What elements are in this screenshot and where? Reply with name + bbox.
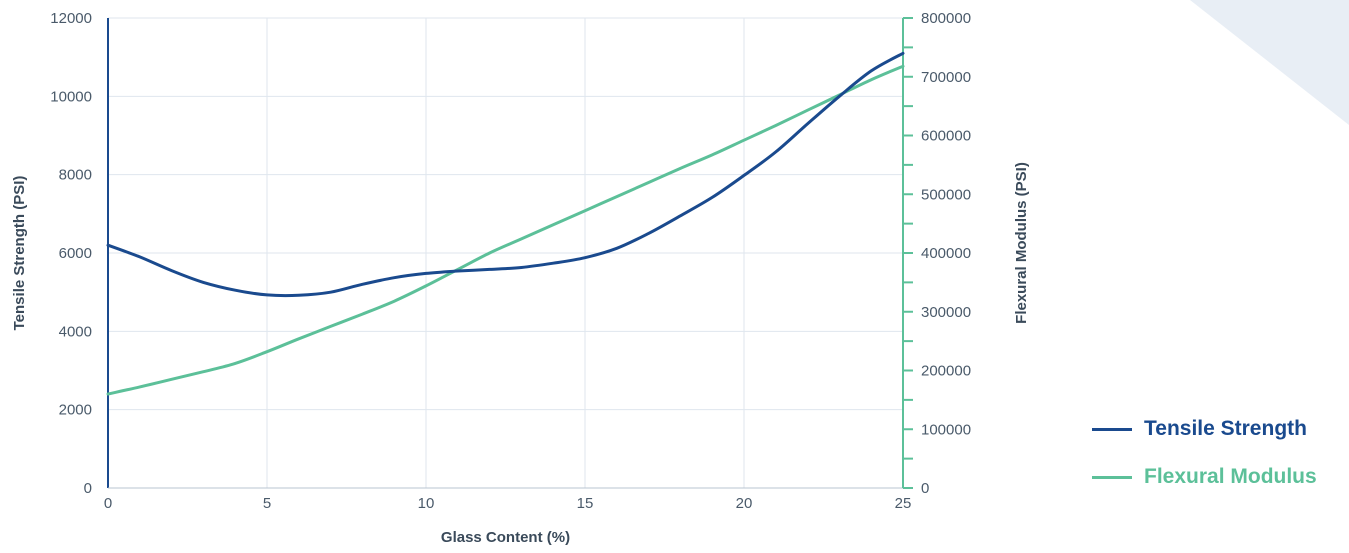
legend: Tensile Strength Flexural Modulus <box>1092 405 1317 501</box>
x-tick-label: 10 <box>418 495 435 512</box>
y2-tick-label: 600000 <box>921 128 971 145</box>
y2-tick-label: 100000 <box>921 421 971 438</box>
y-tick-label: 8000 <box>59 167 92 184</box>
background-decoration <box>1190 0 1349 125</box>
legend-item-flexural-modulus: Flexural Modulus <box>1092 453 1317 501</box>
legend-swatch-tensile-strength <box>1092 427 1132 431</box>
y-tick-label: 4000 <box>59 323 92 340</box>
y2-tick-label: 400000 <box>921 245 971 262</box>
y-tick-label: 0 <box>84 480 92 497</box>
y-tick-label: 6000 <box>59 245 92 262</box>
legend-label-flexural-modulus: Flexural Modulus <box>1144 465 1317 488</box>
series-line-flexural-modulus <box>106 64 905 396</box>
grid <box>108 17 903 488</box>
y-axis-title: Tensile Strength (PSI) <box>11 176 28 331</box>
legend-item-tensile-strength: Tensile Strength <box>1092 405 1317 453</box>
x-tick-label: 5 <box>263 495 271 512</box>
x-tick-label: 15 <box>577 495 594 512</box>
axes: 0 5 10 15 20 25 0 2000 4000 6000 8000 10000 12000 0 10… <box>50 10 971 512</box>
y2-tick-label: 500000 <box>921 186 971 203</box>
legend-label-tensile-strength: Tensile Strength <box>1144 417 1307 440</box>
y2-tick-label: 0 <box>921 480 929 497</box>
y2-axis-title: Flexural Modulus (PSI) <box>1013 162 1030 324</box>
legend-swatch-flexural-modulus <box>1092 475 1132 479</box>
x-tick-label: 0 <box>104 495 112 512</box>
series-layer <box>106 51 905 396</box>
y2-tick-label: 800000 <box>921 10 971 27</box>
x-tick-label: 20 <box>736 495 753 512</box>
y2-tick-label: 300000 <box>921 304 971 321</box>
corner-shape <box>1190 0 1349 125</box>
y2-tick-label: 700000 <box>921 69 971 86</box>
y-tick-label: 10000 <box>50 88 92 105</box>
x-tick-label: 25 <box>895 495 912 512</box>
x-axis-title: Glass Content (%) <box>441 529 570 546</box>
y2-tick-label: 200000 <box>921 363 971 380</box>
series-line-tensile-strength <box>106 51 905 298</box>
y-tick-label: 2000 <box>59 402 92 419</box>
y-tick-label: 12000 <box>50 10 92 27</box>
